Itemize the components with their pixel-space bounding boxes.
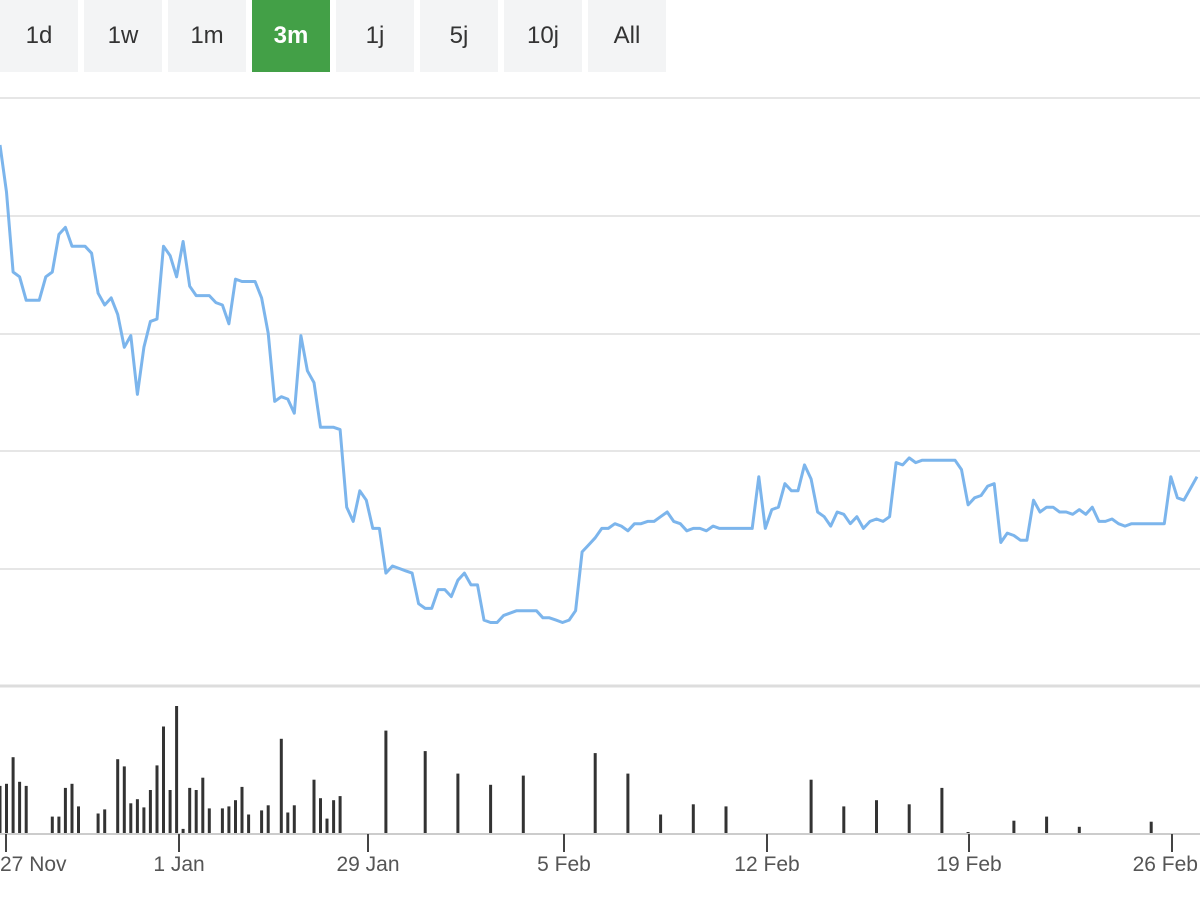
volume-bar <box>724 806 728 834</box>
volume-bar <box>593 753 597 834</box>
volume-bar <box>168 790 172 834</box>
tab-1w[interactable]: 1w <box>84 0 162 72</box>
volume-bar <box>188 787 192 834</box>
volume-bar <box>260 810 264 834</box>
volume-bar <box>286 812 290 834</box>
volume-bar <box>521 775 525 834</box>
volume-bar <box>11 757 15 834</box>
volume-bar <box>292 805 296 834</box>
tab-1m[interactable]: 1m <box>168 0 246 72</box>
volume-bar <box>1012 820 1016 834</box>
volume-bar <box>220 808 224 834</box>
volume-bar <box>659 814 663 834</box>
volume-bars <box>0 706 1153 834</box>
volume-bar <box>319 798 322 834</box>
volume-bar <box>691 804 695 834</box>
volume-bar <box>1045 816 1049 834</box>
tab-1d[interactable]: 1d <box>0 0 78 72</box>
volume-bar <box>234 800 237 834</box>
volume-bar <box>175 706 179 834</box>
price-gridlines <box>0 97 1200 688</box>
tab-10j[interactable]: 10j <box>504 0 582 72</box>
x-axis-ticks: 27 Nov 1 Jan 29 Jan 5 Feb 12 Feb 19 Feb 26 Feb <box>0 834 1198 876</box>
volume-bar <box>1149 821 1153 834</box>
volume-bar <box>57 816 61 834</box>
volume-bar <box>907 804 911 834</box>
volume-bar <box>116 759 120 834</box>
volume-bar <box>18 781 22 834</box>
x-tick-label: 27 Nov <box>0 853 67 876</box>
volume-bar <box>940 787 944 834</box>
volume-bar <box>201 777 205 834</box>
tab-3m[interactable]: 3m <box>252 0 330 72</box>
volume-bar <box>148 790 152 834</box>
volume-bar <box>63 787 67 834</box>
volume-bar <box>194 790 198 834</box>
x-tick-label: 12 Feb <box>734 853 799 876</box>
x-tick-label: 29 Jan <box>336 853 399 876</box>
volume-bar <box>240 786 244 834</box>
volume-bar <box>162 726 165 834</box>
x-tick-label: 1 Jan <box>153 853 204 876</box>
volume-bar <box>207 808 211 834</box>
volume-bar <box>181 828 185 834</box>
volume-bar <box>384 730 388 834</box>
volume-bar <box>155 765 159 834</box>
volume-bar <box>96 813 100 834</box>
volume-bar <box>423 751 427 834</box>
volume-bar <box>227 806 231 834</box>
volume-bar <box>70 783 74 834</box>
volume-bar <box>247 814 251 834</box>
volume-bar <box>626 773 630 834</box>
tab-5j[interactable]: 5j <box>420 0 498 72</box>
volume-bar <box>1077 826 1081 834</box>
volume-bar <box>135 799 139 834</box>
volume-bar <box>142 807 146 834</box>
volume-bar <box>24 785 28 834</box>
stock-chart: 27 Nov 1 Jan 29 Jan 5 Feb 12 Feb 19 Feb 26 Feb <box>0 97 1200 876</box>
x-tick-label: 19 Feb <box>936 853 1001 876</box>
volume-bar <box>50 816 54 834</box>
x-tick-label: 26 Feb <box>1133 853 1198 876</box>
tab-1j[interactable]: 1j <box>336 0 414 72</box>
volume-bar <box>809 779 813 834</box>
volume-bar <box>489 784 493 834</box>
tab-all[interactable]: All <box>588 0 666 72</box>
volume-bar <box>842 806 846 834</box>
volume-bar <box>77 806 80 834</box>
volume-bar <box>279 738 283 834</box>
volume-bar <box>456 773 460 834</box>
volume-bar <box>875 800 878 834</box>
volume-bar <box>332 800 336 834</box>
volume-bar <box>5 783 8 834</box>
volume-bar <box>129 803 133 834</box>
volume-bar <box>325 818 329 834</box>
volume-bar <box>312 779 316 834</box>
volume-bar <box>338 796 342 834</box>
price-line <box>0 144 1199 624</box>
volume-bar <box>0 785 2 834</box>
volume-bar <box>266 805 270 834</box>
volume-bar <box>122 766 126 834</box>
x-tick-label: 5 Feb <box>537 853 591 876</box>
volume-bar <box>103 809 107 834</box>
